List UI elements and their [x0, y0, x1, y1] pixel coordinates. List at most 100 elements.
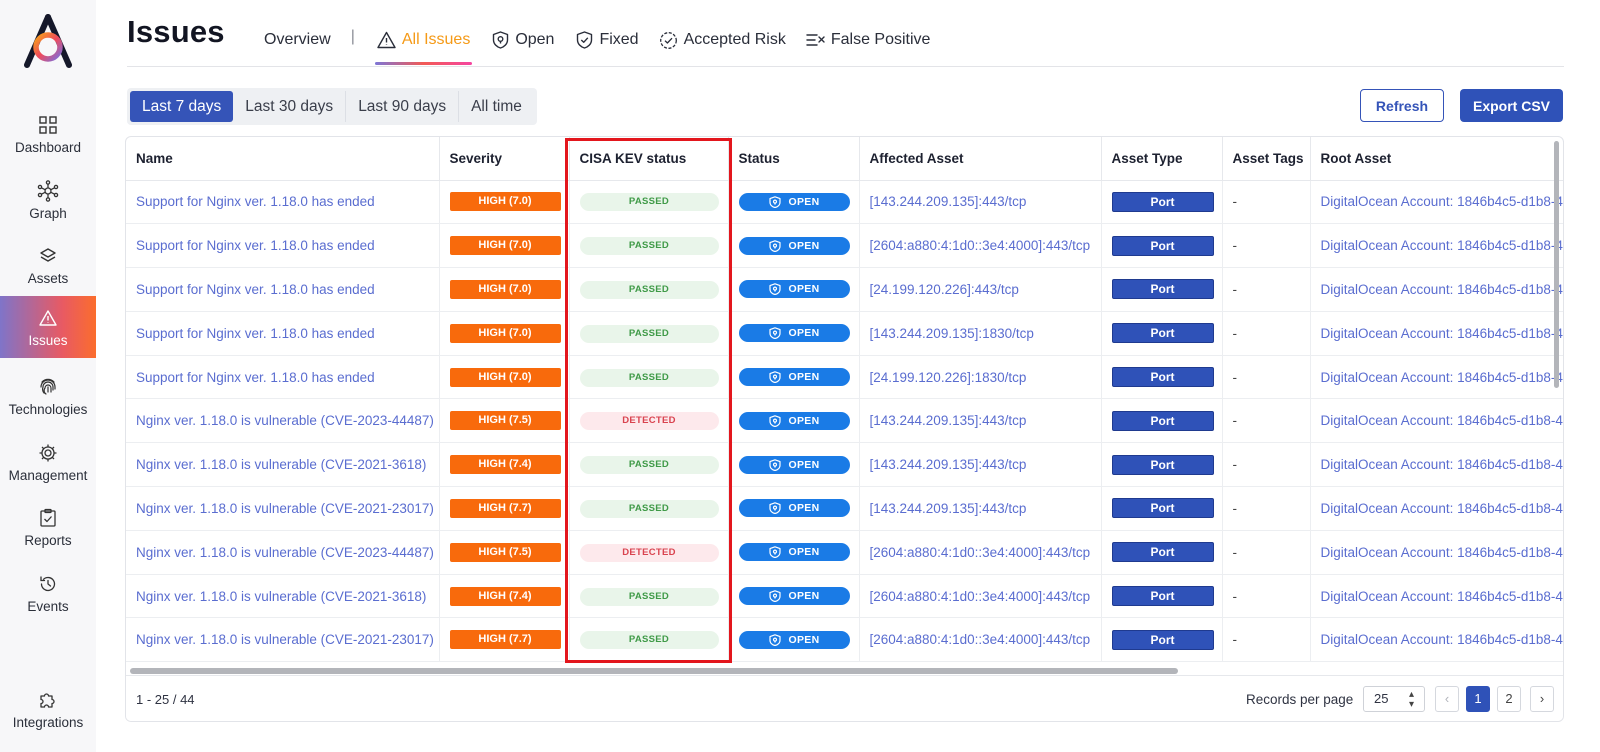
affected-asset-link[interactable]: [2604:a880:4:1d0::3e4:4000]:443/tcp — [859, 574, 1102, 619]
status-badge: OPEN — [738, 499, 850, 518]
date-range-filter: Last 7 days Last 30 days Last 90 days Al… — [127, 88, 537, 125]
issue-name-link[interactable]: Support for Nginx ver. 1.18.0 has ended — [126, 355, 440, 400]
column-header-cisa-kev-status[interactable]: CISA KEV status — [569, 137, 729, 181]
table-row[interactable]: Support for Nginx ver. 1.18.0 has ended H… — [126, 223, 1563, 269]
affected-asset-link[interactable]: [2604:a880:4:1d0::3e4:4000]:443/tcp — [859, 223, 1102, 269]
prev-page-button[interactable]: ‹ — [1435, 686, 1459, 712]
issue-name-link[interactable]: Nginx ver. 1.18.0 is vulnerable (CVE-202… — [126, 398, 440, 444]
record-range: 1 - 25 / 44 — [136, 692, 195, 707]
table-row[interactable]: Nginx ver. 1.18.0 is vulnerable (CVE-202… — [126, 442, 1563, 488]
affected-asset-link[interactable]: [143.244.209.135]:1830/tcp — [859, 311, 1102, 356]
sidebar-item-technologies[interactable]: Technologies — [0, 365, 96, 427]
root-asset-link[interactable]: DigitalOcean Account: 1846b4c5-d1b8-4 — [1310, 574, 1563, 619]
issue-name-link[interactable]: Support for Nginx ver. 1.18.0 has ended — [126, 311, 440, 356]
column-header-severity[interactable]: Severity — [439, 137, 570, 181]
sidebar-item-issues[interactable]: Issues — [0, 296, 96, 358]
root-asset-link[interactable]: DigitalOcean Account: 1846b4c5-d1b8-4 — [1310, 617, 1563, 663]
column-header-asset-type[interactable]: Asset Type — [1101, 137, 1223, 181]
asset-type-badge: Port — [1111, 279, 1214, 300]
table-row[interactable]: Support for Nginx ver. 1.18.0 has ended H… — [126, 180, 1563, 225]
table-row[interactable]: Nginx ver. 1.18.0 is vulnerable (CVE-202… — [126, 530, 1563, 575]
app-logo[interactable] — [22, 14, 74, 68]
column-header-root-asset[interactable]: Root Asset — [1310, 137, 1563, 181]
tab-overview[interactable]: Overview — [264, 28, 331, 52]
root-asset-link[interactable]: DigitalOcean Account: 1846b4c5-d1b8-4 — [1310, 180, 1563, 225]
issue-name-link[interactable]: Support for Nginx ver. 1.18.0 has ended — [126, 223, 440, 269]
affected-asset-link[interactable]: [2604:a880:4:1d0::3e4:4000]:443/tcp — [859, 617, 1102, 663]
severity-cell: HIGH (7.4) — [439, 442, 570, 488]
issue-name-link[interactable]: Nginx ver. 1.18.0 is vulnerable (CVE-202… — [126, 574, 440, 619]
root-asset-link[interactable]: DigitalOcean Account: 1846b4c5-d1b8-4 — [1310, 530, 1563, 575]
column-header-asset-tags[interactable]: Asset Tags — [1222, 137, 1311, 181]
affected-asset-link[interactable]: [2604:a880:4:1d0::3e4:4000]:443/tcp — [859, 530, 1102, 575]
sidebar-item-events[interactable]: Events — [0, 562, 96, 624]
sidebar-item-dashboard[interactable]: Dashboard — [0, 103, 96, 165]
root-asset-link[interactable]: DigitalOcean Account: 1846b4c5-d1b8-4 — [1310, 355, 1563, 400]
table-row[interactable]: Nginx ver. 1.18.0 is vulnerable (CVE-202… — [126, 486, 1563, 531]
issue-name-link[interactable]: Nginx ver. 1.18.0 is vulnerable (CVE-202… — [126, 617, 440, 663]
issue-name-link[interactable]: Nginx ver. 1.18.0 is vulnerable (CVE-202… — [126, 486, 440, 531]
affected-asset-link[interactable]: [24.199.120.226]:1830/tcp — [859, 355, 1102, 400]
sidebar-item-management[interactable]: Management — [0, 431, 96, 493]
list-x-icon — [806, 30, 826, 50]
page-title: Issues — [127, 14, 225, 49]
issue-name-link[interactable]: Nginx ver. 1.18.0 is vulnerable (CVE-202… — [126, 442, 440, 488]
table-row[interactable]: Support for Nginx ver. 1.18.0 has ended H… — [126, 311, 1563, 356]
shield-icon — [768, 458, 781, 471]
root-asset-link[interactable]: DigitalOcean Account: 1846b4c5-d1b8-4 — [1310, 311, 1563, 356]
asset-type-cell: Port — [1101, 355, 1223, 400]
tab-open[interactable]: Open — [490, 28, 554, 52]
refresh-button[interactable]: Refresh — [1360, 89, 1444, 122]
column-header-affected-asset[interactable]: Affected Asset — [859, 137, 1102, 181]
horizontal-scrollbar[interactable] — [130, 668, 1178, 674]
issues-table: Name Severity CISA KEV status Status Aff… — [126, 137, 1563, 663]
table-row[interactable]: Support for Nginx ver. 1.18.0 has ended H… — [126, 355, 1563, 400]
status-badge: OPEN — [738, 192, 850, 211]
affected-asset-link[interactable]: [143.244.209.135]:443/tcp — [859, 180, 1102, 225]
export-csv-button[interactable]: Export CSV — [1460, 89, 1563, 122]
column-header-name[interactable]: Name — [126, 137, 440, 181]
range-last-7-days[interactable]: Last 7 days — [130, 91, 234, 122]
table-row[interactable]: Nginx ver. 1.18.0 is vulnerable (CVE-202… — [126, 574, 1563, 619]
next-page-button[interactable]: › — [1530, 686, 1554, 712]
affected-asset-link[interactable]: [143.244.209.135]:443/tcp — [859, 486, 1102, 531]
status-badge: OPEN — [738, 411, 850, 430]
range-last-90-days[interactable]: Last 90 days — [346, 91, 460, 122]
tab-false-positive[interactable]: False Positive — [806, 28, 930, 52]
sidebar-item-label: Technologies — [8, 401, 88, 417]
table-row[interactable]: Nginx ver. 1.18.0 is vulnerable (CVE-202… — [126, 617, 1563, 663]
sidebar-item-graph[interactable]: Graph — [0, 169, 96, 231]
affected-asset-link[interactable]: [24.199.120.226]:443/tcp — [859, 267, 1102, 312]
root-asset-link[interactable]: DigitalOcean Account: 1846b4c5-d1b8-4 — [1310, 223, 1563, 269]
page-1-button[interactable]: 1 — [1466, 686, 1490, 712]
affected-asset-link[interactable]: [143.244.209.135]:443/tcp — [859, 442, 1102, 488]
table-row[interactable]: Nginx ver. 1.18.0 is vulnerable (CVE-202… — [126, 398, 1563, 444]
tab-accepted-risk[interactable]: Accepted Risk — [659, 28, 786, 52]
issue-name-link[interactable]: Support for Nginx ver. 1.18.0 has ended — [126, 267, 440, 312]
column-header-status[interactable]: Status — [728, 137, 860, 181]
shield-icon — [768, 502, 781, 515]
kev-cell: PASSED — [569, 355, 729, 400]
page-2-button[interactable]: 2 — [1497, 686, 1521, 712]
range-all-time[interactable]: All time — [471, 98, 522, 115]
affected-asset-link[interactable]: [143.244.209.135]:443/tcp — [859, 398, 1102, 444]
issue-name-link[interactable]: Nginx ver. 1.18.0 is vulnerable (CVE-202… — [126, 530, 440, 575]
sidebar-item-integrations[interactable]: Integrations — [0, 678, 96, 740]
root-asset-link[interactable]: DigitalOcean Account: 1846b4c5-d1b8-4 — [1310, 486, 1563, 531]
sidebar-item-assets[interactable]: Assets — [0, 234, 96, 296]
severity-badge: HIGH (7.0) — [449, 279, 561, 299]
sidebar-item-reports[interactable]: Reports — [0, 496, 96, 558]
table-row[interactable]: Support for Nginx ver. 1.18.0 has ended H… — [126, 267, 1563, 312]
asset-type-cell: Port — [1101, 486, 1223, 531]
records-per-page-select[interactable]: 25 ▴ ▾ — [1363, 686, 1425, 712]
range-last-30-days[interactable]: Last 30 days — [233, 91, 347, 122]
root-asset-link[interactable]: DigitalOcean Account: 1846b4c5-d1b8-4 — [1310, 442, 1563, 488]
tab-fixed[interactable]: Fixed — [574, 28, 639, 52]
shield-icon — [768, 371, 781, 384]
asset-tags-cell: - — [1222, 530, 1311, 575]
tab-all-issues[interactable]: All Issues — [374, 28, 473, 65]
root-asset-link[interactable]: DigitalOcean Account: 1846b4c5-d1b8-4 — [1310, 267, 1563, 312]
root-asset-link[interactable]: DigitalOcean Account: 1846b4c5-d1b8-4 — [1310, 398, 1563, 444]
issue-name-link[interactable]: Support for Nginx ver. 1.18.0 has ended — [126, 180, 440, 225]
vertical-scrollbar[interactable] — [1554, 141, 1559, 388]
